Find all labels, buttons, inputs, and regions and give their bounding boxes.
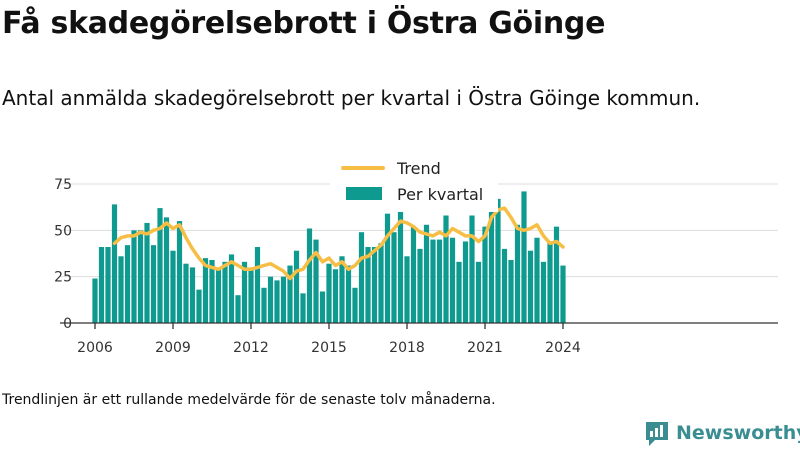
- bar: [456, 261, 462, 323]
- bar: [423, 224, 430, 323]
- x-tick-label: 2024: [545, 340, 581, 356]
- page-title: Få skadegörelsebrott i Östra Göinge: [2, 6, 606, 41]
- bar: [508, 259, 514, 323]
- bar: [371, 247, 378, 323]
- newsworthy-logo-icon: [646, 422, 668, 446]
- bar: [384, 213, 391, 323]
- bar: [254, 247, 261, 323]
- bar: [157, 208, 163, 323]
- bar: [150, 245, 157, 323]
- bar: [124, 245, 131, 323]
- bar: [404, 256, 410, 323]
- bar: [430, 239, 436, 323]
- legend-trend-label: Trend: [396, 159, 441, 178]
- bar: [326, 263, 332, 323]
- bar: [98, 247, 105, 323]
- x-tick-label: 2009: [155, 340, 191, 356]
- bar: [241, 261, 248, 323]
- bar: [417, 248, 423, 323]
- bar: [228, 254, 235, 323]
- bar: [105, 247, 111, 323]
- bar: [235, 295, 241, 323]
- x-tick-label: 2018: [389, 340, 425, 356]
- bar: [365, 247, 371, 323]
- bar: [436, 239, 443, 323]
- bar: [410, 226, 417, 323]
- bar: [183, 263, 189, 323]
- bar: [358, 232, 365, 323]
- newsworthy-logo: Newsworthy: [644, 419, 800, 447]
- bar: [449, 237, 456, 323]
- bar: [462, 241, 469, 323]
- brand-name: Newsworthy: [676, 422, 800, 444]
- bar: [547, 241, 553, 323]
- bar: [527, 250, 534, 323]
- bar: [475, 261, 482, 323]
- bar: [514, 224, 521, 323]
- legend-bar-label: Per kvartal: [397, 185, 483, 204]
- y-tick-label: 50: [54, 223, 72, 239]
- x-tick-label: 2006: [77, 340, 113, 356]
- bar: [397, 198, 404, 323]
- bar: [248, 267, 254, 323]
- bar: [293, 250, 300, 323]
- legend-bar-swatch: [346, 187, 382, 200]
- bar: [111, 204, 118, 323]
- bar: [469, 215, 475, 323]
- bar: [300, 293, 306, 323]
- bar: [170, 250, 176, 323]
- bar: [560, 265, 566, 323]
- bar: [202, 258, 209, 323]
- trend-line: [112, 206, 565, 281]
- bar: [163, 217, 170, 323]
- y-tick-label: 0: [63, 316, 72, 332]
- x-tick-label: 2012: [233, 340, 269, 356]
- bar: [339, 256, 345, 323]
- bar: [209, 259, 215, 323]
- y-tick-label: 25: [54, 270, 72, 286]
- bar: [222, 261, 228, 323]
- bar: [352, 287, 358, 323]
- bar: [488, 165, 495, 323]
- bar: [261, 287, 267, 323]
- bar: [137, 230, 144, 323]
- bar: [313, 239, 319, 323]
- bar: [118, 256, 124, 323]
- bar: [521, 191, 527, 323]
- bar: [332, 269, 339, 323]
- bar: [131, 230, 137, 323]
- bar: [378, 243, 384, 323]
- bar: [391, 232, 397, 323]
- bar: [553, 226, 560, 323]
- bar: [345, 265, 352, 323]
- bar: [176, 221, 183, 323]
- y-tick-label: 75: [54, 177, 72, 193]
- bar: [287, 265, 293, 323]
- bar: [495, 198, 501, 323]
- bar: [215, 269, 222, 323]
- x-tick-label: 2015: [311, 340, 347, 356]
- bar: [443, 215, 449, 323]
- bar: [274, 280, 280, 323]
- bar: [92, 278, 98, 323]
- bar: [501, 248, 508, 323]
- legend: Trend Per kvartal: [330, 156, 498, 212]
- bar: [540, 261, 547, 323]
- bar: [319, 291, 326, 323]
- bar: [267, 276, 274, 323]
- bar: [482, 226, 488, 323]
- footnote: Trendlinjen är ett rullande medelvärde f…: [2, 392, 496, 408]
- x-tick-label: 2021: [467, 340, 503, 356]
- page-subtitle: Antal anmälda skadegörelsebrott per kvar…: [2, 86, 701, 110]
- bar: [189, 267, 196, 323]
- bar-line-chart: 2006 2009 2012 2015 2018 2021 2024 0 25 50 75 Tre…: [54, 156, 778, 356]
- bar: [144, 222, 150, 323]
- bar: [280, 276, 287, 323]
- bar: [196, 289, 202, 323]
- bar: [306, 228, 313, 323]
- bar: [534, 237, 540, 323]
